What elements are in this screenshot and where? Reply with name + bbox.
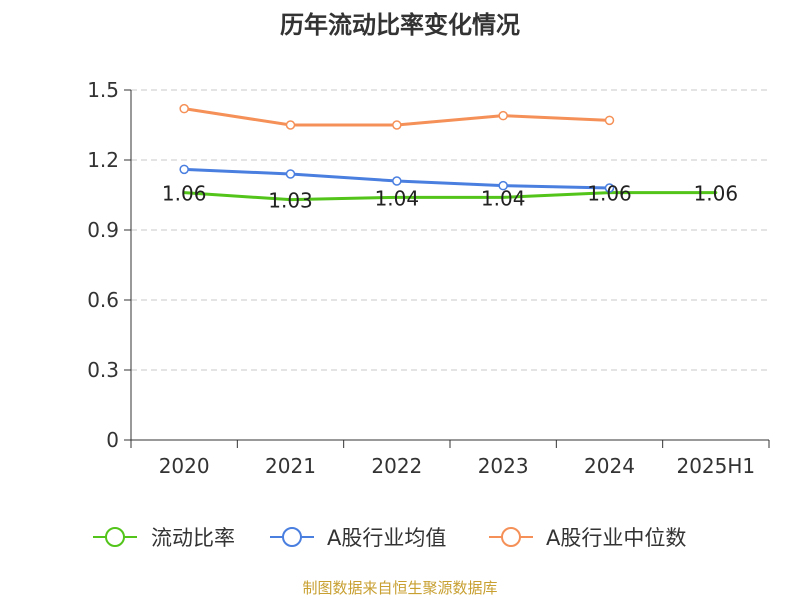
y-gridlines	[131, 89, 769, 371]
data-point-marker	[285, 169, 296, 179]
x-tick-label: 2025H1	[676, 454, 755, 478]
legend-marker-industry-mean	[282, 527, 302, 547]
y-tick-label: 0.9	[87, 218, 119, 242]
data-point-marker	[285, 120, 296, 130]
x-tick-label: 2021	[265, 454, 316, 478]
data-point-marker	[179, 103, 189, 114]
legend-item-industry-mean[interactable]: A股行业均值	[270, 526, 446, 550]
series-lines	[179, 103, 718, 202]
data-point-marker	[179, 164, 189, 175]
data-point-marker	[498, 180, 508, 191]
legend-item-current-ratio[interactable]: 流动比率	[93, 526, 235, 550]
x-tick-label: 2024	[584, 454, 635, 478]
legend-marker-industry-median	[501, 527, 521, 547]
y-tick-label: 1.2	[87, 148, 119, 172]
y-tick-label: 0.6	[87, 288, 119, 312]
chart-title: 历年流动比率变化情况	[280, 11, 520, 39]
data-label: 1.03	[268, 189, 313, 213]
data-label: 1.06	[162, 182, 207, 206]
legend-label-industry-mean: A股行业均值	[327, 526, 446, 550]
data-label: 1.04	[481, 186, 526, 210]
data-point-marker	[498, 110, 508, 121]
data-point-marker	[604, 183, 615, 193]
x-tick-label: 2020	[159, 454, 210, 478]
legend-marker-current-ratio	[105, 527, 125, 547]
source-note: 制图数据来自恒生聚源数据库	[302, 579, 497, 597]
series-line-0	[182, 191, 718, 202]
legend: 流动比率 A股行业均值 A股行业中位数	[93, 526, 686, 550]
data-labels: 1.06 1.03 1.04 1.04 1.06 1.06	[162, 182, 738, 213]
data-point-marker	[392, 176, 402, 186]
legend-item-industry-median[interactable]: A股行业中位数	[489, 526, 686, 550]
y-axis: 0 0.3 0.6 0.9 1.2 1.5	[87, 78, 132, 452]
y-tick-label: 0	[106, 428, 119, 452]
y-tick-label: 1.5	[87, 78, 119, 102]
x-tick-label: 2023	[478, 454, 529, 478]
data-point-marker	[604, 115, 615, 126]
legend-label-industry-median: A股行业中位数	[546, 526, 686, 550]
legend-label-current-ratio: 流动比率	[151, 526, 235, 550]
data-label: 1.04	[375, 186, 420, 210]
data-label: 1.06	[587, 182, 632, 206]
x-tick-label: 2022	[371, 454, 422, 478]
data-point-marker	[392, 120, 402, 130]
data-label: 1.06	[694, 182, 739, 206]
x-axis: 2020 2021 2022 2023 2024 2025H1	[130, 439, 770, 478]
y-tick-label: 0.3	[87, 358, 119, 382]
